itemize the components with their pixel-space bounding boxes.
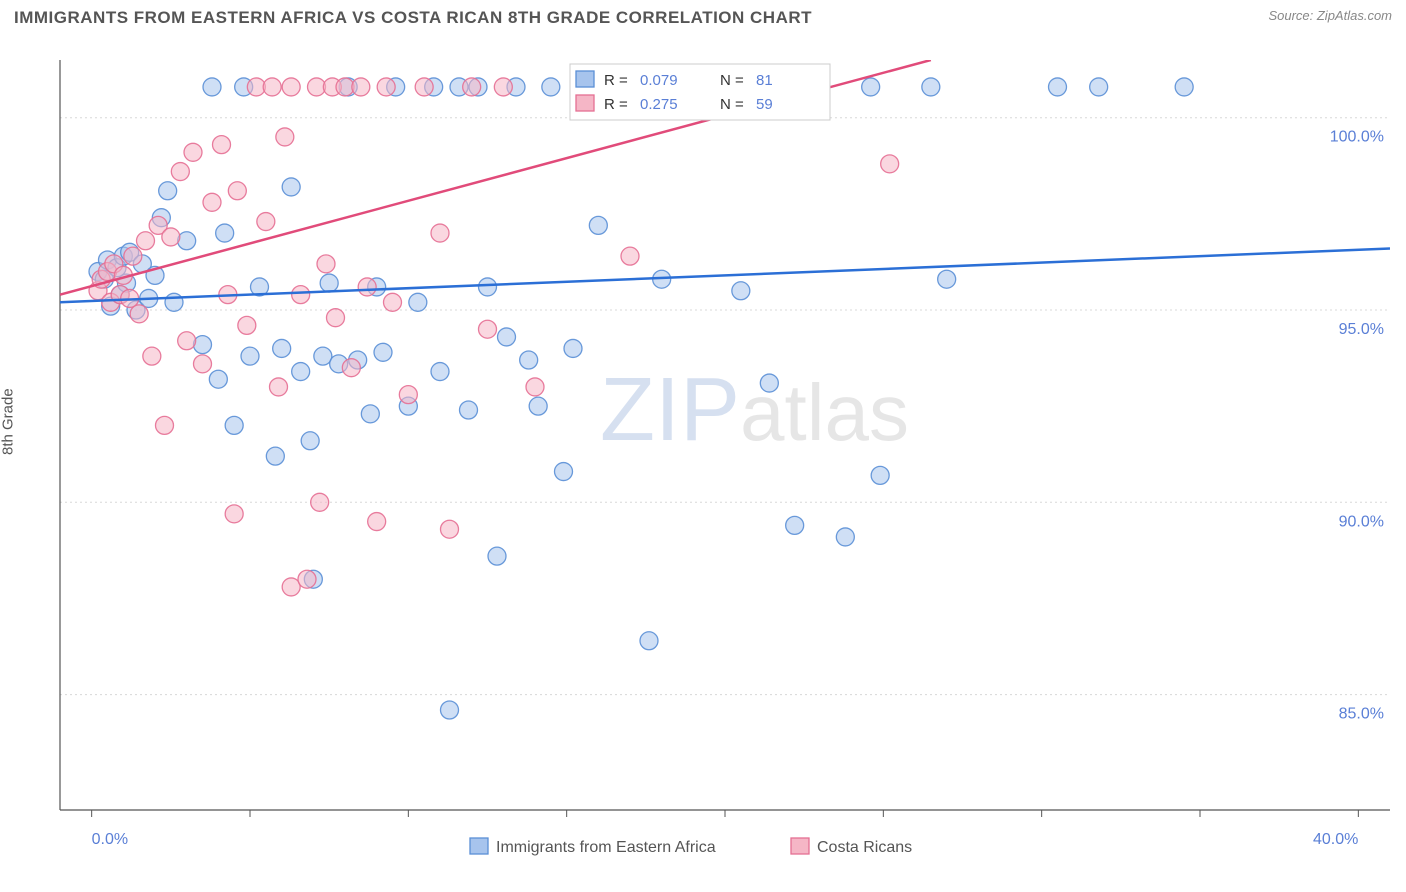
svg-text:R =: R = [604, 72, 628, 89]
svg-text:Costa Ricans: Costa Ricans [817, 839, 912, 856]
svg-text:90.0%: 90.0% [1339, 513, 1384, 530]
svg-text:59: 59 [756, 96, 773, 113]
svg-text:81: 81 [756, 72, 773, 89]
svg-text:0.0%: 0.0% [92, 831, 128, 848]
chart-container: 8th Grade 85.0%90.0%95.0%100.0%0.0%40.0%… [0, 40, 1406, 870]
svg-text:0.275: 0.275 [640, 96, 678, 113]
svg-text:R =: R = [604, 96, 628, 113]
header-bar: IMMIGRANTS FROM EASTERN AFRICA VS COSTA … [0, 0, 1406, 32]
source-attribution: Source: ZipAtlas.com [1268, 8, 1392, 23]
svg-text:85.0%: 85.0% [1339, 706, 1384, 723]
svg-text:95.0%: 95.0% [1339, 321, 1384, 338]
scatter-chart: 85.0%90.0%95.0%100.0%0.0%40.0%ZIPatlasR … [0, 40, 1406, 870]
svg-text:40.0%: 40.0% [1313, 831, 1358, 848]
svg-text:0.079: 0.079 [640, 72, 678, 89]
chart-title: IMMIGRANTS FROM EASTERN AFRICA VS COSTA … [14, 8, 812, 28]
svg-text:N =: N = [720, 72, 744, 89]
svg-text:N =: N = [720, 96, 744, 113]
y-axis-label: 8th Grade [0, 388, 17, 455]
svg-text:100.0%: 100.0% [1330, 129, 1384, 146]
svg-text:Immigrants from Eastern Africa: Immigrants from Eastern Africa [496, 839, 716, 856]
svg-text:ZIP: ZIP [600, 360, 740, 460]
